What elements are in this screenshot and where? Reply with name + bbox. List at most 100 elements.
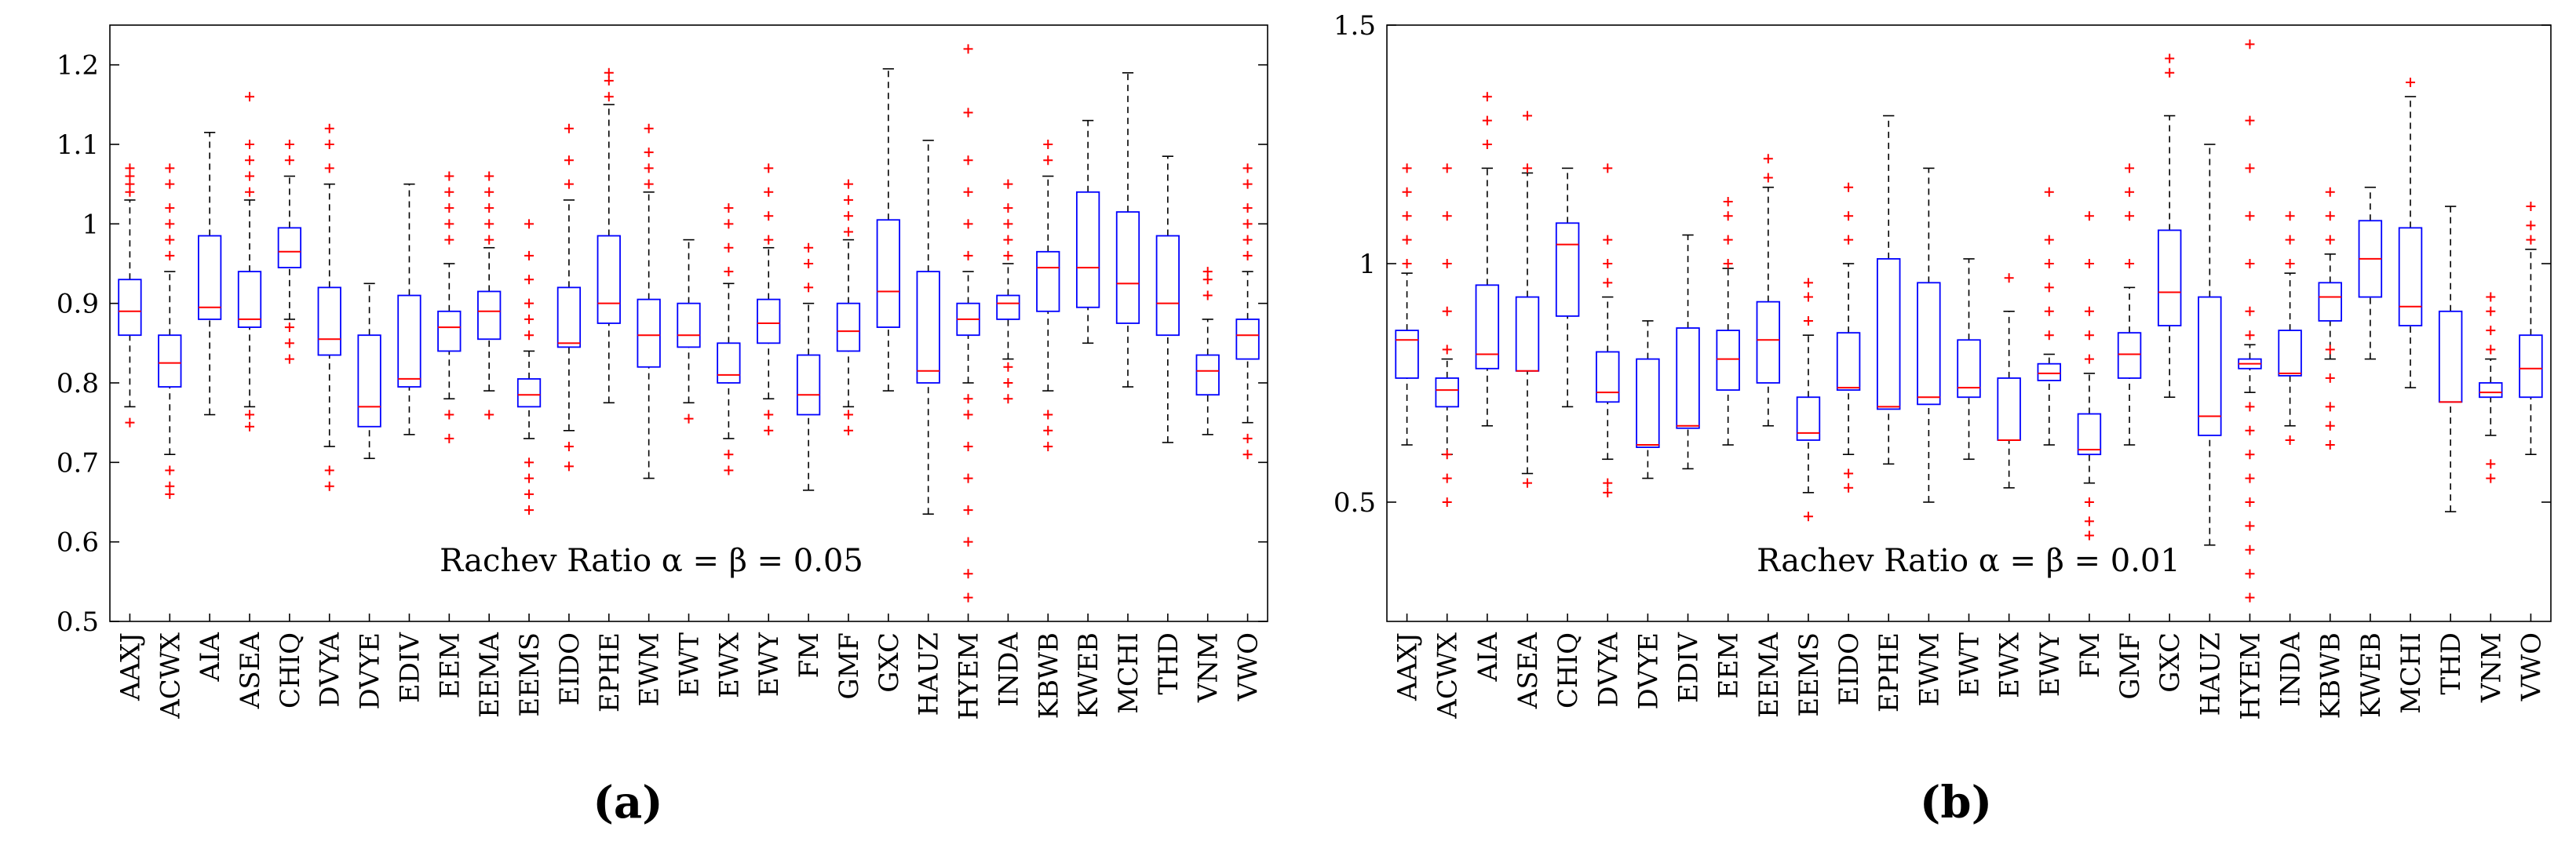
iqr-box	[2278, 330, 2302, 377]
panel-a-ytick-label: 0.5	[57, 606, 99, 638]
panel-b-box-eem: EEM	[1713, 196, 1745, 698]
panel-b-ytick-label: 1	[1359, 249, 1376, 280]
outlier-marker	[564, 442, 574, 452]
iqr-box	[1796, 396, 1821, 441]
panel-a-ytick-label: 0.6	[57, 527, 99, 559]
outlier-marker	[524, 219, 535, 229]
outlier-marker	[1844, 483, 1854, 493]
iqr-box	[1676, 327, 1700, 429]
panel-a-box-ediv: EDIV	[394, 183, 425, 704]
outlier-marker	[1242, 450, 1253, 460]
xtick-label: EDIV	[394, 632, 425, 704]
outlier-marker	[2486, 473, 2496, 483]
xtick-label: EEM	[1713, 632, 1745, 698]
outlier-marker	[2044, 282, 2054, 293]
outlier-marker	[2084, 330, 2094, 341]
outlier-marker	[2004, 273, 2014, 283]
outlier-marker	[764, 187, 774, 197]
iqr-box	[1155, 235, 1180, 337]
outlier-marker	[1402, 211, 1412, 221]
outlier-marker	[2285, 259, 2295, 268]
outlier-marker	[1763, 173, 1773, 183]
panel-a-ytick-label: 1.1	[57, 129, 99, 161]
iqr-box	[2438, 310, 2463, 403]
iqr-box	[1475, 284, 1500, 370]
outlier-marker	[1803, 292, 1813, 302]
outlier-marker	[1482, 115, 1492, 126]
outlier-marker	[165, 235, 175, 245]
xtick-label: EIDO	[1833, 632, 1865, 705]
outlier-marker	[644, 163, 654, 173]
outlier-marker	[1003, 219, 1013, 229]
xtick-label: EWY	[753, 632, 785, 697]
outlier-marker	[764, 163, 774, 173]
panel-a-box-eem: EEM	[434, 171, 465, 698]
outlier-marker	[604, 67, 614, 78]
outlier-marker	[2325, 421, 2335, 431]
panel-b-box-dvya: DVYA	[1593, 163, 1624, 708]
xtick-label: MCHI	[1113, 632, 1144, 714]
iqr-box	[1515, 296, 1540, 372]
outlier-marker	[1242, 179, 1253, 189]
outlier-marker	[1442, 211, 1452, 221]
outlier-marker	[2245, 592, 2255, 603]
xtick-label: FM	[2074, 632, 2106, 678]
outlier-marker	[1003, 250, 1013, 260]
outlier-marker	[245, 171, 255, 181]
outlier-marker	[1603, 478, 1613, 488]
xtick-label: EWM	[634, 632, 666, 707]
outlier-marker	[963, 219, 973, 229]
outlier-marker	[1723, 196, 1733, 206]
panel-b-box-vnm: VNM	[2476, 292, 2507, 703]
outlier-marker	[764, 425, 774, 435]
outlier-marker	[1242, 250, 1253, 260]
xtick-label: EWT	[674, 632, 706, 698]
outlier-marker	[2285, 211, 2295, 221]
outlier-marker	[165, 163, 175, 173]
iqr-box	[1036, 250, 1060, 312]
panel-a-ytick-label: 1.2	[57, 50, 99, 82]
outlier-marker	[2245, 211, 2255, 221]
outlier-marker	[963, 394, 973, 404]
iqr-box	[2157, 229, 2182, 326]
panel-a-box-thd: THD	[1153, 155, 1184, 695]
panel-b-box-eema: EEMA	[1753, 154, 1785, 718]
iqr-box	[516, 378, 542, 408]
outlier-marker	[2125, 163, 2135, 173]
xtick-label: HAUZ	[2195, 632, 2226, 716]
iqr-box	[2077, 413, 2102, 456]
xtick-label: KWEB	[2355, 632, 2387, 718]
xtick-label: AIA	[195, 632, 226, 683]
xtick-label: KWEB	[1073, 632, 1104, 718]
iqr-box	[637, 298, 661, 368]
outlier-marker	[2165, 53, 2175, 64]
iqr-box	[1395, 330, 1419, 379]
outlier-marker	[324, 163, 334, 173]
panel-a-title: Rachev Ratio α = β = 0.05	[440, 543, 863, 579]
outlier-marker	[724, 267, 734, 277]
xtick-label: FM	[794, 632, 825, 678]
panel-b-box-aaxj: AAXJ	[1392, 163, 1424, 701]
xtick-label: THD	[1153, 632, 1184, 695]
panel-b-box-mchi: MCHI	[2395, 77, 2427, 714]
panel-a-box-ephe: EPHE	[594, 67, 626, 712]
outlier-marker	[1003, 378, 1013, 388]
iqr-box	[477, 290, 502, 341]
panel-a-box-hauz: HAUZ	[914, 140, 945, 716]
iqr-box	[1435, 377, 1459, 408]
xtick-label: MCHI	[2395, 632, 2427, 714]
outlier-marker	[1482, 92, 1492, 102]
outlier-marker	[963, 155, 973, 166]
outlier-marker	[2325, 344, 2335, 355]
outlier-marker	[524, 489, 535, 499]
outlier-marker	[2084, 306, 2094, 316]
panel-a-box-hyem: HYEM	[954, 44, 985, 720]
iqr-box	[1636, 358, 1660, 448]
outlier-marker	[2245, 497, 2255, 507]
outlier-marker	[963, 505, 973, 515]
outlier-marker	[1844, 211, 1854, 221]
outlier-marker	[2084, 259, 2094, 268]
outlier-marker	[1442, 450, 1452, 460]
xtick-label: GMF	[834, 632, 865, 700]
panel-b-box-ewx: EWX	[1994, 273, 2026, 698]
